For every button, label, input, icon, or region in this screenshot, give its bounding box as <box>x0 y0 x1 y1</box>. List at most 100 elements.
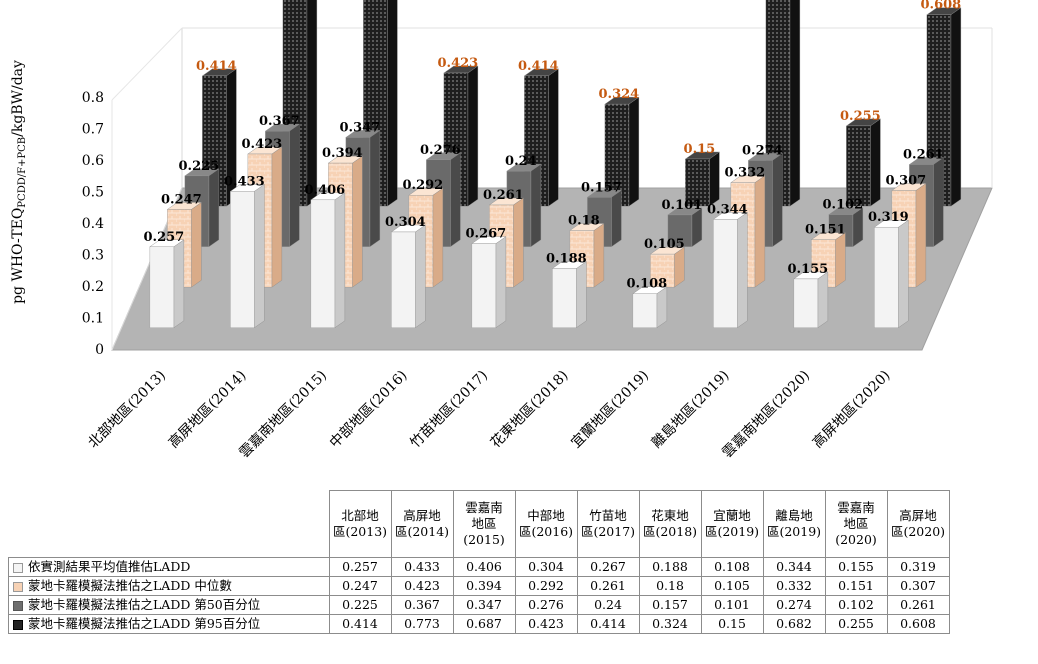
table-column-header: 竹苗地 區(2017) <box>576 490 640 558</box>
data-label: 0.18 <box>568 214 600 229</box>
data-label: 0.108 <box>627 277 668 292</box>
bar-side <box>513 197 524 288</box>
bar <box>632 286 668 329</box>
table-cell: 0.332 <box>762 576 826 596</box>
bar <box>229 183 266 329</box>
x-tick-label: 離島地區(2019) <box>648 367 733 452</box>
y-tick-label: 0.8 <box>82 90 104 106</box>
table-column-header: 北部地 區(2013) <box>328 490 392 558</box>
bar-front <box>874 227 899 328</box>
x-tick-label: 高屏地區(2020) <box>809 367 894 452</box>
table-cell: 0.24 <box>576 595 640 615</box>
legend-entry: 依實測結果平均值推估LADD <box>8 557 330 577</box>
x-tick-label: 竹苗地區(2017) <box>407 368 491 452</box>
table-cell: 0.157 <box>638 595 702 615</box>
data-label: 0.608 <box>921 0 962 13</box>
y-axis: 0 0.1 0.2 0.3 0.4 0.5 0.6 0.7 0.8 pg WHO-TEQPCDD/… <box>10 60 104 358</box>
bar-front <box>552 268 577 328</box>
table-cell: 0.247 <box>328 576 392 596</box>
table-corner <box>8 490 330 558</box>
table-cell: 0.257 <box>328 557 392 577</box>
bar-side <box>369 130 381 248</box>
bar-side <box>898 219 909 329</box>
bar-side <box>576 261 587 329</box>
bars: 0.4140.7730.6870.4230.4140.3240.150.6820… <box>144 0 962 329</box>
bar <box>604 96 640 207</box>
table-cell: 0.108 <box>700 557 764 577</box>
bar-side <box>709 151 720 207</box>
table-column-header: 中部地 區(2016) <box>514 490 578 558</box>
table-cell: 0.261 <box>576 576 640 596</box>
table-cell: 0.155 <box>824 557 888 577</box>
table-column-header: 雲嘉南 地區 (2015) <box>452 490 516 558</box>
table-cell: 0.423 <box>514 614 578 634</box>
x-tick-label: 高屏地區(2014) <box>165 367 250 452</box>
bar-side <box>772 153 783 248</box>
bar-front <box>149 246 175 328</box>
data-label: 0.257 <box>144 230 185 245</box>
table-cell: 0.324 <box>638 614 702 634</box>
left-wall-top <box>111 27 183 101</box>
legend-swatch <box>13 600 23 611</box>
bar <box>471 236 507 329</box>
table-row: 蒙地卡羅模擬法推估之LADD 中位數 0.247 0.423 0.394 0.292 0.… <box>8 576 950 596</box>
bar-side <box>548 68 559 207</box>
data-label: 0.225 <box>179 159 220 174</box>
table-cell: 0.105 <box>700 576 764 596</box>
data-label: 0.267 <box>466 227 507 242</box>
data-label: 0.332 <box>725 166 766 181</box>
data-label: 0.102 <box>823 198 864 213</box>
bar-side <box>254 183 265 329</box>
bar-side <box>530 163 542 248</box>
table-cell: 0.319 <box>886 557 950 577</box>
y-tick-label: 0.7 <box>82 122 104 138</box>
y-tick-label: 0.5 <box>82 185 104 201</box>
table-cell: 0.414 <box>328 614 392 634</box>
table-cell: 0.394 <box>452 576 516 596</box>
x-tick-label: 北部地區(2013) <box>85 368 169 452</box>
data-label: 0.367 <box>259 114 300 129</box>
table-cell: 0.367 <box>390 595 454 615</box>
x-tick-label: 雲嘉南地區(2015) <box>236 368 330 462</box>
bar-side <box>450 152 461 248</box>
y-axis-title: pg WHO-TEQPCDD/F+PCB/kgBW/day <box>10 60 28 304</box>
bar-front <box>230 191 255 328</box>
data-label: 0.261 <box>483 188 524 203</box>
bar <box>684 151 721 207</box>
table-cell: 0.188 <box>638 557 702 577</box>
bar-front <box>667 214 693 247</box>
data-label: 0.304 <box>385 215 426 230</box>
data-label: 0.276 <box>420 143 461 158</box>
bar-side <box>789 0 801 207</box>
bar-side <box>754 175 766 288</box>
data-label: 0.414 <box>518 59 559 74</box>
table-cell: 0.773 <box>390 614 454 634</box>
table-cell: 0.406 <box>452 557 516 577</box>
y-tick-label: 0.6 <box>82 153 104 169</box>
data-label: 0.423 <box>242 137 283 152</box>
table-cell: 0.274 <box>762 595 826 615</box>
table-cell: 0.307 <box>886 576 950 596</box>
data-label: 0.433 <box>224 174 265 189</box>
bar-front <box>604 103 630 207</box>
table-cell: 0.276 <box>514 595 578 615</box>
bar-side <box>611 189 622 248</box>
table-cell: 0.347 <box>452 595 516 615</box>
bar-front <box>632 293 658 328</box>
bar-side <box>387 0 398 207</box>
bar <box>551 261 588 329</box>
table-cell: 0.682 <box>762 614 826 634</box>
data-label: 0.324 <box>599 87 640 102</box>
bar-front <box>793 278 819 328</box>
bar-side <box>817 271 829 329</box>
table-column-header: 離島地 區(2019) <box>762 490 826 558</box>
legend-entry: 蒙地卡羅模擬法推估之LADD 第50百分位 <box>8 595 330 615</box>
bar-side <box>173 239 185 329</box>
legend-swatch <box>13 619 23 630</box>
legend-entry: 蒙地卡羅模擬法推估之LADD 第95百分位 <box>8 614 330 634</box>
bar <box>712 211 749 329</box>
table-cell: 0.102 <box>824 595 888 615</box>
bar-front <box>391 231 416 328</box>
bar-front <box>471 243 497 328</box>
bar-side <box>950 7 962 207</box>
